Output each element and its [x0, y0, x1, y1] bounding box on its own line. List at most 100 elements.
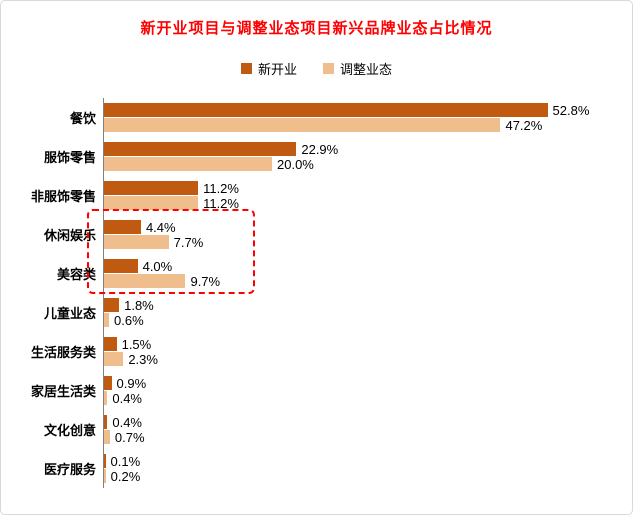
- chart-row: 儿童业态 1.8% 0.6%: [23, 293, 632, 332]
- bar-line: 0.7%: [104, 430, 632, 445]
- legend-swatch: [323, 63, 334, 74]
- bar-group: 1.8% 0.6%: [103, 293, 632, 332]
- value-label: 47.2%: [505, 117, 543, 133]
- chart-area: 餐饮 52.8% 47.2% 服饰零售 22.9% 20.0% 非服饰零售 11.2% 11.2…: [23, 98, 632, 488]
- category-label: 医疗服务: [43, 462, 96, 477]
- value-label: 1.5%: [121, 336, 152, 352]
- bar-adjusted: [104, 157, 272, 171]
- bar-group: 0.4% 0.7%: [103, 410, 632, 449]
- category-label: 生活服务类: [30, 345, 96, 360]
- value-label: 20.0%: [277, 156, 314, 172]
- bar-group: 0.9% 0.4%: [103, 371, 632, 410]
- value-label: 7.7%: [173, 234, 204, 250]
- value-label: 11.2%: [203, 180, 239, 196]
- bar-group: 11.2% 11.2%: [103, 176, 632, 215]
- category-label: 美容类: [56, 267, 96, 282]
- chart-row: 服饰零售 22.9% 20.0%: [23, 137, 632, 176]
- category-label: 非服饰零售: [30, 189, 96, 204]
- legend-swatch: [240, 63, 252, 74]
- chart-row: 休闲娱乐 4.4% 7.7%: [23, 215, 632, 254]
- value-label: 22.9%: [301, 141, 339, 157]
- value-label: 0.6%: [114, 312, 144, 328]
- bar-line: 2.3%: [104, 352, 632, 367]
- bar-line: 1.8%: [104, 298, 632, 313]
- bar-group: 52.8% 47.2%: [103, 98, 632, 137]
- bar-new-open: [104, 103, 548, 117]
- chart-row: 医疗服务 0.1% 0.2%: [23, 449, 632, 488]
- chart-row: 非服饰零售 11.2% 11.2%: [23, 176, 632, 215]
- value-label: 11.2%: [203, 195, 239, 211]
- value-label: 0.4%: [112, 414, 142, 430]
- category-label: 家居生活类: [30, 384, 96, 399]
- bar-new-open: [104, 376, 112, 390]
- category-label: 休闲娱乐: [43, 228, 96, 243]
- value-label: 4.0%: [142, 258, 173, 274]
- bar-line: 47.2%: [104, 118, 632, 133]
- bar-new-open: [104, 220, 141, 234]
- legend-item: 新开业: [240, 61, 297, 77]
- bar-adjusted: [104, 430, 110, 444]
- legend-label: 调整业态: [340, 62, 393, 77]
- bar-line: 11.2%: [104, 181, 632, 196]
- chart-row: 餐饮 52.8% 47.2%: [23, 98, 632, 137]
- bar-adjusted: [104, 196, 199, 210]
- chart-row: 生活服务类 1.5% 2.3%: [23, 332, 632, 371]
- bar-group: 0.1% 0.2%: [103, 449, 632, 488]
- bar-line: 11.2%: [104, 196, 632, 211]
- bar-new-open: [104, 259, 138, 273]
- bar-line: 0.4%: [104, 391, 632, 406]
- bar-line: 0.6%: [104, 313, 632, 328]
- bar-line: 0.9%: [104, 376, 632, 391]
- chart-title: 新开业项目与调整业态项目新兴品牌业态占比情况: [140, 20, 493, 37]
- chart-row: 美容类 4.0% 9.7%: [23, 254, 632, 293]
- bar-new-open: [104, 181, 199, 195]
- bar-new-open: [104, 298, 120, 312]
- bar-line: 4.4%: [104, 220, 632, 235]
- bar-line: 7.7%: [104, 235, 632, 250]
- value-label: 52.8%: [552, 102, 590, 118]
- bar-adjusted: [104, 469, 106, 483]
- value-label: 0.9%: [116, 375, 147, 391]
- bar-adjusted: [104, 274, 186, 288]
- bar-new-open: [104, 337, 117, 351]
- bar-adjusted: [104, 352, 124, 366]
- legend: 新开业 调整业态: [1, 61, 632, 77]
- bar-group: 22.9% 20.0%: [103, 137, 632, 176]
- value-label: 0.1%: [110, 453, 141, 469]
- chart-row: 家居生活类 0.9% 0.4%: [23, 371, 632, 410]
- bar-group: 4.0% 9.7%: [103, 254, 632, 293]
- bar-adjusted: [104, 391, 108, 405]
- bar-line: 52.8%: [104, 103, 632, 118]
- category-label: 餐饮: [69, 111, 96, 126]
- category-label: 儿童业态: [43, 306, 96, 321]
- bar-new-open: [104, 454, 106, 468]
- bar-new-open: [104, 415, 108, 429]
- bar-line: 22.9%: [104, 142, 632, 157]
- value-label: 0.2%: [110, 468, 141, 484]
- value-label: 2.3%: [128, 351, 158, 367]
- bar-line: 4.0%: [104, 259, 632, 274]
- bar-line: 1.5%: [104, 337, 632, 352]
- bar-adjusted: [104, 313, 110, 327]
- bar-line: 9.7%: [104, 274, 632, 289]
- bar-group: 4.4% 7.7%: [103, 215, 632, 254]
- bar-new-open: [104, 142, 297, 156]
- value-label: 4.4%: [145, 219, 176, 235]
- value-label: 9.7%: [190, 273, 221, 289]
- bar-line: 0.2%: [104, 469, 632, 484]
- bar-line: 0.1%: [104, 454, 632, 469]
- bar-adjusted: [104, 235, 169, 249]
- chart-row: 文化创意 0.4% 0.7%: [23, 410, 632, 449]
- bar-group: 1.5% 2.3%: [103, 332, 632, 371]
- value-label: 0.4%: [112, 390, 142, 406]
- legend-item: 调整业态: [323, 61, 393, 77]
- bar-line: 20.0%: [104, 157, 632, 172]
- category-label: 服饰零售: [43, 150, 96, 165]
- category-label: 文化创意: [43, 423, 96, 438]
- value-label: 1.8%: [124, 297, 154, 313]
- bar-line: 0.4%: [104, 415, 632, 430]
- bar-adjusted: [104, 118, 501, 132]
- bar-rows: 餐饮 52.8% 47.2% 服饰零售 22.9% 20.0% 非服饰零售 11.2% 11.2…: [23, 98, 632, 488]
- value-label: 0.7%: [114, 429, 145, 445]
